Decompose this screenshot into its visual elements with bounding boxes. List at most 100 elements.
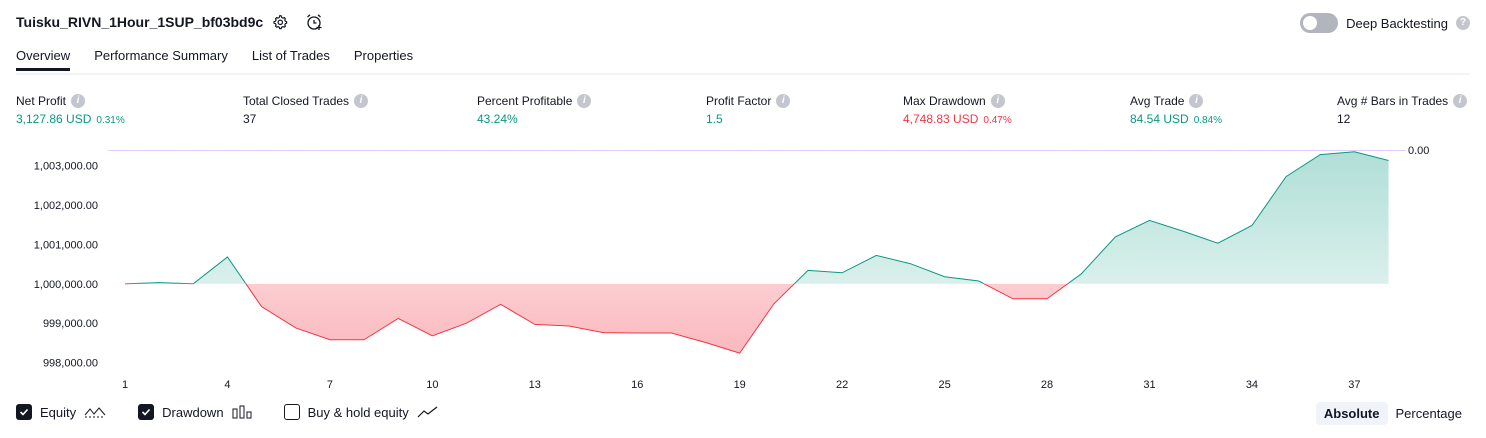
drawdown-bar: [825, 150, 860, 151]
info-icon[interactable]: i: [990, 94, 1005, 108]
metric-value: 84.54 USD 0.84%: [1130, 112, 1222, 126]
drawdown-bar: [1303, 150, 1338, 151]
metric-label-text: Percent Profitable: [477, 94, 573, 108]
tab-list-of-trades[interactable]: List of Trades: [251, 48, 330, 63]
percentage-button[interactable]: Percentage: [1395, 406, 1463, 421]
drawdown-bar: [551, 150, 587, 151]
metric-percent: 0.47%: [983, 115, 1012, 126]
metric-label: Avg Trade i: [1130, 94, 1222, 108]
metric-value: 1.5: [706, 112, 790, 126]
drawdown-bar: [1064, 150, 1099, 151]
metric-value-text: 37: [243, 112, 257, 126]
metric-avg-bars-in-trades: Avg # Bars in Trades i 12: [1337, 94, 1468, 126]
drawdown-bar: [586, 150, 621, 151]
drawdown-label: Drawdown: [162, 404, 224, 420]
metric-label: Percent Profitable i: [477, 94, 592, 108]
metric-label: Avg # Bars in Trades i: [1337, 94, 1468, 108]
equity-area-negative: [125, 283, 1389, 354]
deep-backtesting-toggle[interactable]: [1300, 13, 1339, 33]
x-axis-tick: 19: [734, 379, 746, 391]
left-axis-tick: 1,003,000.00: [34, 161, 98, 173]
info-icon[interactable]: i: [577, 94, 592, 108]
help-icon[interactable]: ?: [1456, 16, 1470, 30]
equity-drawdown-chart[interactable]: 1,003,000.00 1,002,000.00 1,001,000.00 1,00…: [0, 140, 1486, 400]
metric-avg-trade: Avg Trade i 84.54 USD 0.84%: [1130, 94, 1222, 126]
x-axis-tick: 16: [631, 379, 643, 391]
drawdown-bar: [927, 150, 962, 151]
info-icon[interactable]: i: [71, 94, 86, 108]
equity-label: Equity: [40, 404, 77, 420]
drawdown-bar: [790, 150, 826, 151]
check-icon: [19, 408, 29, 416]
metric-label: Net Profit i: [16, 94, 125, 108]
drawdown-checkbox[interactable]: [138, 404, 155, 420]
x-axis-tick: 10: [426, 379, 438, 391]
x-axis-tick: 34: [1246, 379, 1258, 391]
drawdown-bar: [142, 150, 177, 151]
legend-equity[interactable]: Equity: [16, 404, 106, 420]
toggle-knob: [1303, 16, 1318, 30]
tab-performance-summary[interactable]: Performance Summary: [94, 48, 228, 63]
x-axis-tick: 22: [836, 379, 848, 391]
drawdown-bar: [1200, 150, 1235, 151]
buy-hold-checkbox[interactable]: [283, 404, 300, 420]
drawdown-bar: [1166, 150, 1201, 151]
left-axis-tick: 1,001,000.00: [34, 239, 98, 251]
gear-icon[interactable]: [270, 12, 290, 32]
deep-backtesting-label: Deep Backtesting: [1346, 15, 1448, 31]
chart-legend: Equity Drawdown Buy & hold equity: [16, 404, 471, 420]
metric-value: 12: [1337, 112, 1467, 126]
equity-area-positive: [125, 151, 1389, 284]
x-axis-tick: 7: [327, 379, 333, 391]
info-icon[interactable]: i: [1453, 94, 1468, 108]
metric-label-text: Net Profit: [16, 94, 67, 108]
scale-mode-switch: Absolute Percentage: [1315, 402, 1470, 425]
drawdown-bar: [654, 150, 689, 151]
metric-label-text: Avg # Bars in Trades: [1337, 94, 1449, 108]
check-icon: [142, 408, 151, 416]
drawdown-bar: [346, 150, 382, 151]
left-axis-tick: 998,000.00: [43, 358, 98, 370]
metric-value: 4,748.83 USD 0.47%: [903, 112, 1012, 126]
drawdown-bar: [1269, 150, 1304, 151]
metric-label: Max Drawdown i: [903, 94, 1012, 108]
drawdown-bar: [688, 150, 723, 151]
absolute-button[interactable]: Absolute: [1315, 402, 1388, 425]
tab-divider: [16, 73, 1470, 75]
equity-line-up: [124, 151, 1389, 284]
metric-max-drawdown: Max Drawdown i 4,748.83 USD 0.47%: [903, 94, 1012, 126]
metric-percent: 0.31%: [96, 115, 125, 126]
x-axis-tick: 37: [1348, 379, 1360, 391]
drawdown-bar: [415, 150, 450, 151]
equity-checkbox[interactable]: [16, 404, 32, 420]
deep-backtesting-control: Deep Backtesting ?: [1300, 13, 1470, 33]
info-icon[interactable]: i: [776, 94, 791, 108]
metric-percent-profitable: Percent Profitable i 43.24%: [477, 94, 592, 126]
metric-label-text: Avg Trade: [1130, 94, 1185, 108]
left-axis-tick: 999,000.00: [43, 318, 98, 330]
alarm-clock-plus-icon[interactable]: [304, 12, 324, 32]
strategy-title: Tuisku_RIVN_1Hour_1SUP_bf03bd9c: [16, 14, 264, 30]
metric-label: Profit Factor i: [706, 94, 791, 108]
info-icon[interactable]: i: [354, 94, 369, 108]
drawdown-bar: [961, 150, 996, 151]
metric-label: Total Closed Trades i: [243, 94, 369, 108]
drawdown-bar: [1132, 150, 1167, 151]
drawdown-bar: [278, 150, 313, 151]
equity-line-icon: [84, 407, 106, 418]
metric-label-text: Total Closed Trades: [243, 94, 350, 108]
drawdown-bar: [107, 150, 143, 151]
legend-drawdown[interactable]: Drawdown: [138, 404, 252, 420]
x-axis-tick: 31: [1143, 379, 1155, 391]
tab-properties[interactable]: Properties: [353, 48, 414, 63]
metric-value-text: 12: [1337, 112, 1351, 126]
drawdown-bar: [381, 150, 416, 151]
left-axis-tick: 1,002,000.00: [34, 200, 98, 212]
buy-hold-label: Buy & hold equity: [307, 404, 409, 420]
drawdown-bar: [1371, 150, 1406, 151]
legend-buy-hold[interactable]: Buy & hold equity: [283, 404, 439, 420]
metric-value-text: 43.24%: [477, 112, 518, 126]
info-icon[interactable]: i: [1189, 94, 1204, 108]
drawdown-bar: [210, 150, 245, 151]
tab-overview[interactable]: Overview: [16, 48, 71, 71]
